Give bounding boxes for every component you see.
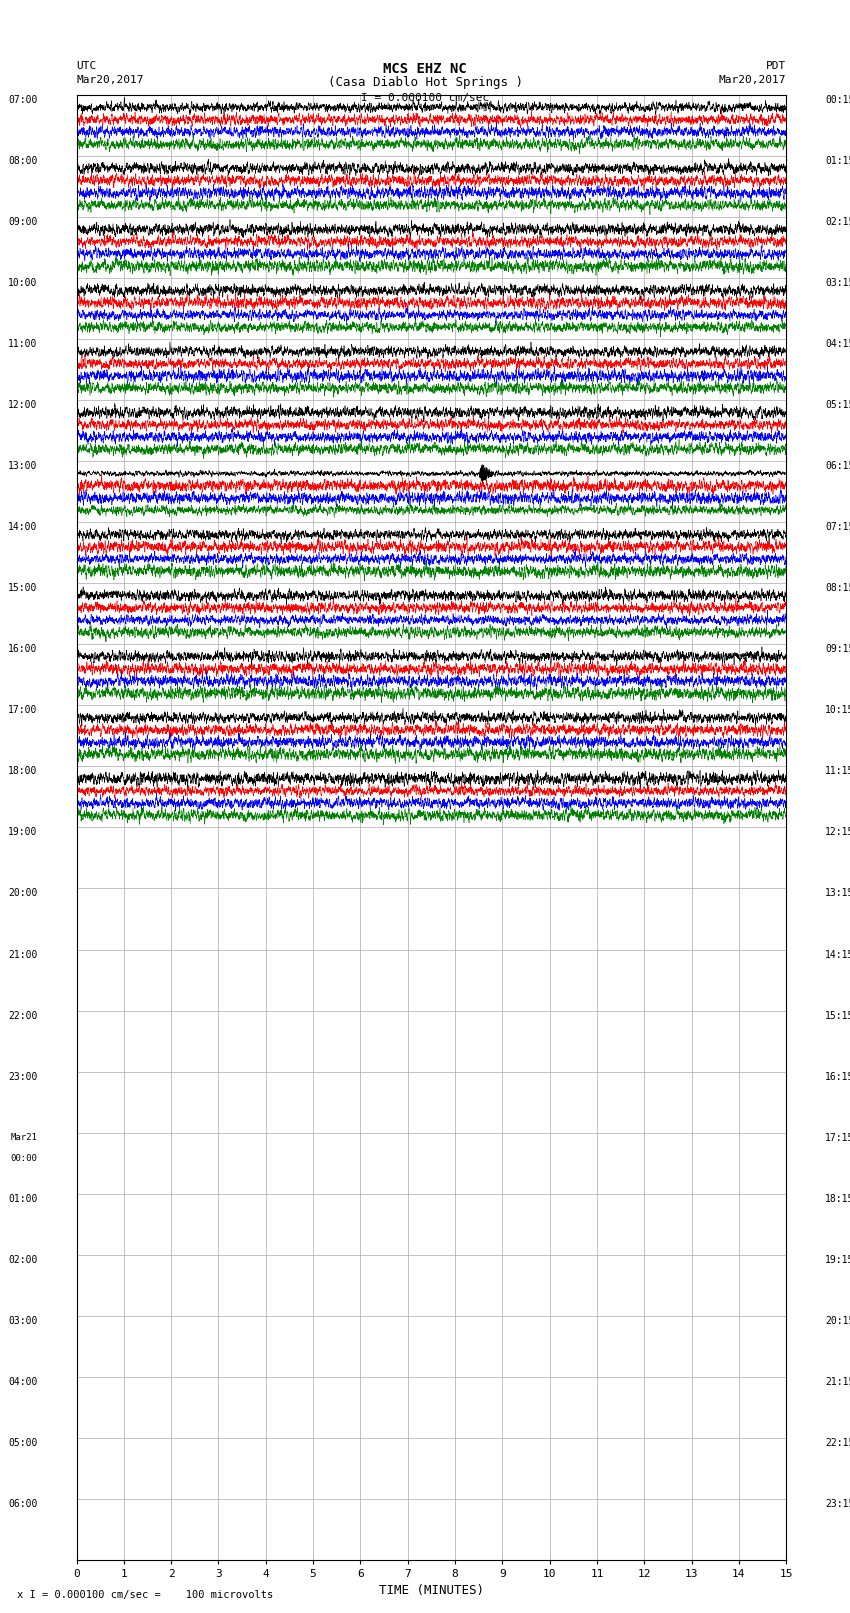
Text: 04:00: 04:00 <box>8 1378 37 1387</box>
Text: 11:15: 11:15 <box>825 766 850 776</box>
Text: 21:15: 21:15 <box>825 1378 850 1387</box>
Text: 15:00: 15:00 <box>8 584 37 594</box>
Text: 13:00: 13:00 <box>8 461 37 471</box>
Text: 02:00: 02:00 <box>8 1255 37 1265</box>
Text: 19:15: 19:15 <box>825 1255 850 1265</box>
Text: 09:15: 09:15 <box>825 645 850 655</box>
Text: 13:15: 13:15 <box>825 889 850 898</box>
Text: 10:15: 10:15 <box>825 705 850 716</box>
Text: 02:15: 02:15 <box>825 218 850 227</box>
Text: 22:15: 22:15 <box>825 1437 850 1448</box>
Text: 23:00: 23:00 <box>8 1071 37 1082</box>
Text: 14:15: 14:15 <box>825 950 850 960</box>
Text: 07:00: 07:00 <box>8 95 37 105</box>
Text: 23:15: 23:15 <box>825 1498 850 1508</box>
Text: 17:15: 17:15 <box>825 1132 850 1142</box>
Text: 04:15: 04:15 <box>825 339 850 350</box>
Text: 17:00: 17:00 <box>8 705 37 716</box>
Text: 12:15: 12:15 <box>825 827 850 837</box>
Text: 00:00: 00:00 <box>10 1153 37 1163</box>
Text: 05:00: 05:00 <box>8 1437 37 1448</box>
Text: I = 0.000100 cm/sec: I = 0.000100 cm/sec <box>361 94 489 103</box>
Text: 16:15: 16:15 <box>825 1071 850 1082</box>
Text: 00:15: 00:15 <box>825 95 850 105</box>
Text: 22:00: 22:00 <box>8 1010 37 1021</box>
Text: PDT: PDT <box>766 61 786 71</box>
Text: 08:15: 08:15 <box>825 584 850 594</box>
Text: 05:15: 05:15 <box>825 400 850 410</box>
Text: 15:15: 15:15 <box>825 1010 850 1021</box>
Text: 20:15: 20:15 <box>825 1316 850 1326</box>
Text: 16:00: 16:00 <box>8 645 37 655</box>
Text: 18:15: 18:15 <box>825 1194 850 1203</box>
Text: 20:00: 20:00 <box>8 889 37 898</box>
Text: (Casa Diablo Hot Springs ): (Casa Diablo Hot Springs ) <box>327 76 523 89</box>
Text: 03:00: 03:00 <box>8 1316 37 1326</box>
Text: 01:00: 01:00 <box>8 1194 37 1203</box>
Text: Mar20,2017: Mar20,2017 <box>719 76 786 85</box>
Text: 10:00: 10:00 <box>8 279 37 289</box>
Text: 06:15: 06:15 <box>825 461 850 471</box>
Text: 18:00: 18:00 <box>8 766 37 776</box>
Text: 07:15: 07:15 <box>825 523 850 532</box>
Text: 01:15: 01:15 <box>825 156 850 166</box>
Text: x I = 0.000100 cm/sec =    100 microvolts: x I = 0.000100 cm/sec = 100 microvolts <box>17 1590 273 1600</box>
Text: MCS EHZ NC: MCS EHZ NC <box>383 61 467 76</box>
Text: 11:00: 11:00 <box>8 339 37 350</box>
Text: 21:00: 21:00 <box>8 950 37 960</box>
Text: 19:00: 19:00 <box>8 827 37 837</box>
Text: 08:00: 08:00 <box>8 156 37 166</box>
Text: 09:00: 09:00 <box>8 218 37 227</box>
Text: 12:00: 12:00 <box>8 400 37 410</box>
Text: 06:00: 06:00 <box>8 1498 37 1508</box>
X-axis label: TIME (MINUTES): TIME (MINUTES) <box>379 1584 484 1597</box>
Text: Mar20,2017: Mar20,2017 <box>76 76 144 85</box>
Text: 14:00: 14:00 <box>8 523 37 532</box>
Text: Mar21: Mar21 <box>10 1132 37 1142</box>
Text: UTC: UTC <box>76 61 97 71</box>
Text: 03:15: 03:15 <box>825 279 850 289</box>
